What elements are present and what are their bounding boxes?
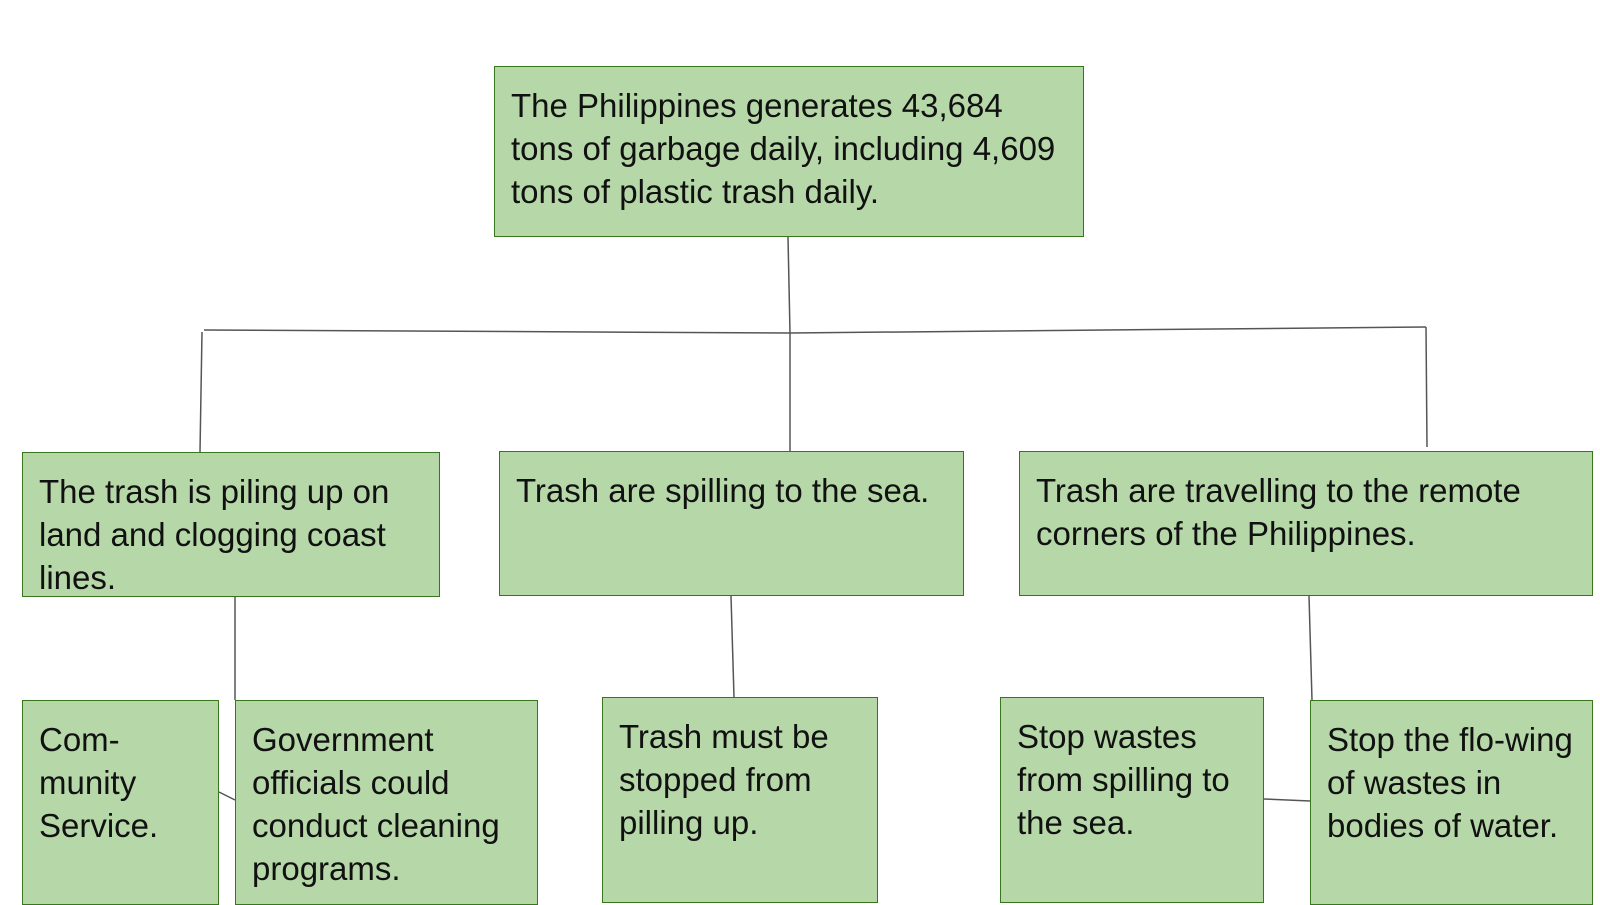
- node-stop-flowing-text: Stop the flo-wing of wastes in bodies of…: [1327, 721, 1573, 844]
- node-community-service: Com-munity Service.: [22, 700, 219, 905]
- connector-bar-right: [789, 326, 1427, 334]
- connector-bar-left: [203, 329, 791, 334]
- node-government-cleaning-text: Government officials could conduct clean…: [252, 721, 500, 887]
- node-trash-to-sea: Trash are spilling to the sea.: [499, 451, 964, 596]
- connector-to-remote: [1425, 326, 1428, 448]
- node-trash-on-land-text: The trash is piling up on land and clogg…: [39, 473, 390, 596]
- node-stop-flowing: Stop the flo-wing of wastes in bodies of…: [1310, 700, 1593, 905]
- connector-spill-flow: [1263, 798, 1311, 802]
- connector-sea-down: [730, 595, 735, 698]
- connector-remote-down: [1308, 595, 1313, 701]
- root-node: The Philippines generates 43,684 tons of…: [494, 66, 1084, 237]
- node-trash-on-land: The trash is piling up on land and clogg…: [22, 452, 440, 597]
- node-stop-spilling-text: Stop wastes from spilling to the sea.: [1017, 718, 1230, 841]
- connector-comm-gov: [218, 791, 236, 801]
- connector-to-land: [199, 331, 203, 453]
- connector-root-down: [787, 236, 791, 334]
- node-stop-piling-text: Trash must be stopped from pilling up.: [619, 718, 829, 841]
- node-trash-to-sea-text: Trash are spilling to the sea.: [516, 472, 930, 509]
- node-community-service-text: Com-munity Service.: [39, 721, 159, 844]
- root-node-text: The Philippines generates 43,684 tons of…: [511, 87, 1056, 210]
- node-stop-piling: Trash must be stopped from pilling up.: [602, 697, 878, 903]
- node-government-cleaning: Government officials could conduct clean…: [235, 700, 538, 905]
- node-trash-to-remote-corners: Trash are travelling to the remote corne…: [1019, 451, 1593, 596]
- node-stop-spilling: Stop wastes from spilling to the sea.: [1000, 697, 1264, 903]
- node-trash-to-remote-corners-text: Trash are travelling to the remote corne…: [1036, 472, 1521, 552]
